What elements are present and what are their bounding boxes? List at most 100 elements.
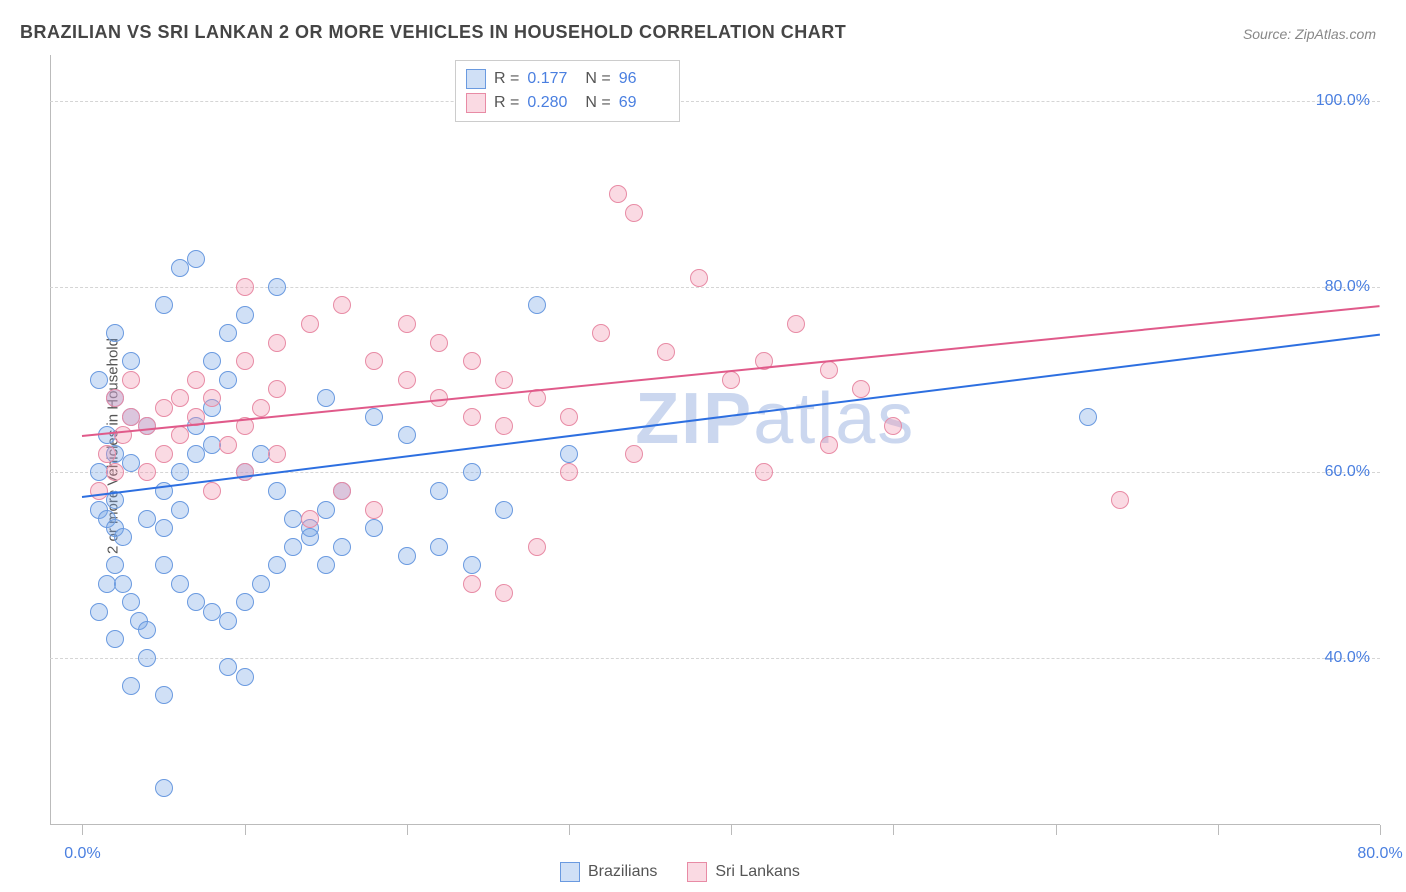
data-point: [301, 510, 319, 528]
data-point: [333, 482, 351, 500]
data-point: [560, 408, 578, 426]
plot-area: ZIPatlas 40.0%60.0%80.0%100.0%0.0%80.0%: [50, 55, 1380, 825]
data-point: [122, 677, 140, 695]
data-point: [236, 278, 254, 296]
data-point: [155, 296, 173, 314]
data-point: [114, 528, 132, 546]
data-point: [203, 482, 221, 500]
legend-item: Sri Lankans: [687, 862, 800, 882]
y-tick-label: 80.0%: [1325, 278, 1370, 296]
data-point: [219, 658, 237, 676]
data-point: [430, 334, 448, 352]
data-point: [852, 380, 870, 398]
x-tick-label: 0.0%: [64, 845, 100, 863]
data-point: [122, 352, 140, 370]
data-point: [268, 445, 286, 463]
data-point: [268, 334, 286, 352]
data-point: [219, 612, 237, 630]
data-point: [155, 556, 173, 574]
data-point: [203, 352, 221, 370]
chart-container: BRAZILIAN VS SRI LANKAN 2 OR MORE VEHICL…: [0, 0, 1406, 892]
x-tick: [893, 825, 894, 835]
data-point: [236, 306, 254, 324]
data-point: [106, 556, 124, 574]
data-point: [787, 315, 805, 333]
data-point: [398, 426, 416, 444]
data-point: [430, 482, 448, 500]
data-point: [106, 324, 124, 342]
r-value: 0.280: [527, 94, 577, 112]
n-label: N =: [585, 94, 610, 112]
data-point: [155, 399, 173, 417]
data-point: [268, 556, 286, 574]
series-legend: Brazilians Sri Lankans: [560, 862, 800, 882]
data-point: [90, 482, 108, 500]
data-point: [495, 501, 513, 519]
data-point: [495, 371, 513, 389]
data-point: [592, 324, 610, 342]
data-point: [317, 556, 335, 574]
data-point: [690, 269, 708, 287]
data-point: [219, 324, 237, 342]
data-point: [187, 445, 205, 463]
data-point: [138, 510, 156, 528]
data-point: [171, 575, 189, 593]
x-tick: [1056, 825, 1057, 835]
legend-swatch: [466, 93, 486, 113]
source-attribution: Source: ZipAtlas.com: [1243, 26, 1376, 42]
legend-swatch: [466, 69, 486, 89]
data-point: [122, 371, 140, 389]
data-point: [252, 399, 270, 417]
trend-line: [82, 305, 1380, 437]
stats-row: R =0.280N =69: [466, 91, 669, 115]
data-point: [171, 389, 189, 407]
y-tick-label: 40.0%: [1325, 649, 1370, 667]
data-point: [203, 389, 221, 407]
data-point: [333, 538, 351, 556]
data-point: [609, 185, 627, 203]
data-point: [284, 538, 302, 556]
data-point: [365, 519, 383, 537]
data-point: [106, 463, 124, 481]
data-point: [236, 668, 254, 686]
data-point: [820, 436, 838, 454]
data-point: [122, 593, 140, 611]
data-point: [463, 408, 481, 426]
data-point: [333, 296, 351, 314]
legend-item: Brazilians: [560, 862, 657, 882]
data-point: [317, 501, 335, 519]
data-point: [155, 686, 173, 704]
data-point: [219, 436, 237, 454]
data-point: [138, 417, 156, 435]
x-tick: [1380, 825, 1381, 835]
data-point: [495, 584, 513, 602]
n-label: N =: [585, 70, 610, 88]
data-point: [463, 463, 481, 481]
x-axis-line: [50, 824, 1380, 825]
gridline: [50, 658, 1380, 659]
stats-legend: R =0.177N =96R =0.280N =69: [455, 60, 680, 122]
data-point: [138, 621, 156, 639]
y-axis-line: [50, 55, 51, 825]
data-point: [268, 380, 286, 398]
data-point: [755, 463, 773, 481]
data-point: [268, 278, 286, 296]
data-point: [1079, 408, 1097, 426]
data-point: [398, 547, 416, 565]
r-label: R =: [494, 70, 519, 88]
data-point: [528, 538, 546, 556]
data-point: [155, 445, 173, 463]
data-point: [301, 528, 319, 546]
legend-swatch: [687, 862, 707, 882]
data-point: [122, 454, 140, 472]
data-point: [463, 556, 481, 574]
data-point: [171, 426, 189, 444]
x-tick: [569, 825, 570, 835]
data-point: [171, 259, 189, 277]
data-point: [301, 315, 319, 333]
data-point: [252, 575, 270, 593]
n-value: 69: [619, 94, 669, 112]
gridline: [50, 101, 1380, 102]
data-point: [365, 501, 383, 519]
legend-label: Sri Lankans: [715, 863, 800, 881]
